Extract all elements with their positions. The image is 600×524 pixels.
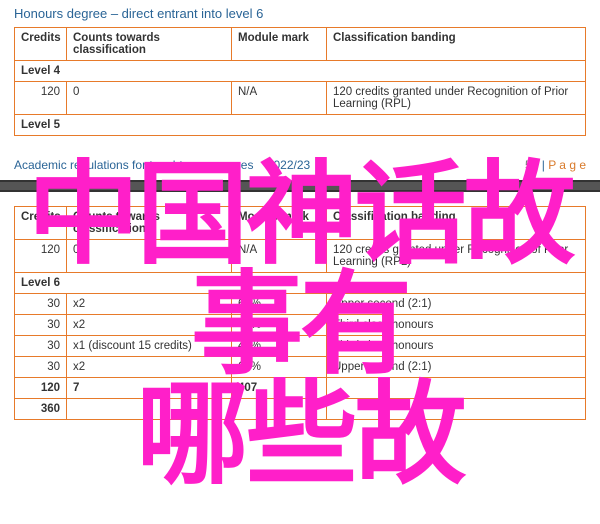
col-mark: Module mark xyxy=(232,28,327,61)
cell-band: Upper second (2:1) xyxy=(327,294,586,315)
table1-container: Credits Counts towards classification Mo… xyxy=(0,27,600,136)
cell-band: Third class honours xyxy=(327,336,586,357)
cell-credits: 120 xyxy=(15,378,67,399)
cell-counts: x2 xyxy=(67,315,232,336)
cell-counts: 0 xyxy=(67,82,232,115)
level-5-label: Level 5 xyxy=(15,115,586,136)
table-row: 30 x1 (discount 15 credits) 47% Third cl… xyxy=(15,336,586,357)
level-6-label: Level 6 xyxy=(15,273,586,294)
level-4-label: Level 4 xyxy=(15,61,586,82)
cell-band xyxy=(327,378,586,399)
col-counts: Counts towards classification xyxy=(67,28,232,61)
classification-table-2: Credits Counts towards classification Mo… xyxy=(14,206,586,420)
level-5-row: Level 5 xyxy=(15,115,586,136)
table-header-row: Credits Counts towards classification Mo… xyxy=(15,207,586,240)
table-row: 30 x2 63% Upper second (2:1) xyxy=(15,357,586,378)
cell-credits: 30 xyxy=(15,294,67,315)
cell-credits: 30 xyxy=(15,315,67,336)
cell-mark: 407 xyxy=(232,378,327,399)
classification-table-1: Credits Counts towards classification Mo… xyxy=(14,27,586,136)
cell-band: Third class honours xyxy=(327,315,586,336)
cell-mark: 49% xyxy=(232,315,327,336)
col-band: Classification banding xyxy=(327,207,586,240)
col-credits: Credits xyxy=(15,207,67,240)
col-mark: Module mark xyxy=(232,207,327,240)
cell-mark: N/A xyxy=(232,82,327,115)
table-row: 30 x2 68% Upper second (2:1) xyxy=(15,294,586,315)
cell-counts: 7 xyxy=(67,378,232,399)
footer-right: 50 | P a g e xyxy=(525,158,586,172)
cell-mark: 68% xyxy=(232,294,327,315)
level-6-row: Level 6 xyxy=(15,273,586,294)
cell-empty xyxy=(67,399,232,420)
cell-credits: 30 xyxy=(15,336,67,357)
cell-counts: x2 xyxy=(67,294,232,315)
cell-empty xyxy=(232,399,327,420)
cell-empty xyxy=(327,399,586,420)
table2-container: Credits Counts towards classification Mo… xyxy=(0,206,600,420)
col-band: Classification banding xyxy=(327,28,586,61)
cell-counts: x1 (discount 15 credits) xyxy=(67,336,232,357)
page-divider xyxy=(0,180,600,192)
cell-credits: 120 xyxy=(15,82,67,115)
cell-band: 120 credits granted under Recognition of… xyxy=(327,240,586,273)
cell-counts: x2 xyxy=(67,357,232,378)
level-4-row: Level 4 xyxy=(15,61,586,82)
table-row: 120 0 N/A 120 credits granted under Reco… xyxy=(15,240,586,273)
cell-mark: 63% xyxy=(232,357,327,378)
footer-left: Academic regulations for taught programm… xyxy=(14,158,310,172)
table-row: 30 x2 49% Third class honours xyxy=(15,315,586,336)
table-row: 120 0 N/A 120 credits granted under Reco… xyxy=(15,82,586,115)
page-footer: Academic regulations for taught programm… xyxy=(0,154,600,176)
total-row: 360 xyxy=(15,399,586,420)
cell-counts: 0 xyxy=(67,240,232,273)
table-header-row: Credits Counts towards classification Mo… xyxy=(15,28,586,61)
cell-mark: 47% xyxy=(232,336,327,357)
cell-credits: 360 xyxy=(15,399,67,420)
cell-credits: 30 xyxy=(15,357,67,378)
section-title: Honours degree – direct entrant into lev… xyxy=(0,0,600,27)
col-counts: Counts towards classification xyxy=(67,207,232,240)
cell-credits: 120 xyxy=(15,240,67,273)
cell-band: 120 credits granted under Recognition of… xyxy=(327,82,586,115)
col-credits: Credits xyxy=(15,28,67,61)
cell-mark: N/A xyxy=(232,240,327,273)
cell-band: Upper second (2:1) xyxy=(327,357,586,378)
sum-row: 120 7 407 xyxy=(15,378,586,399)
